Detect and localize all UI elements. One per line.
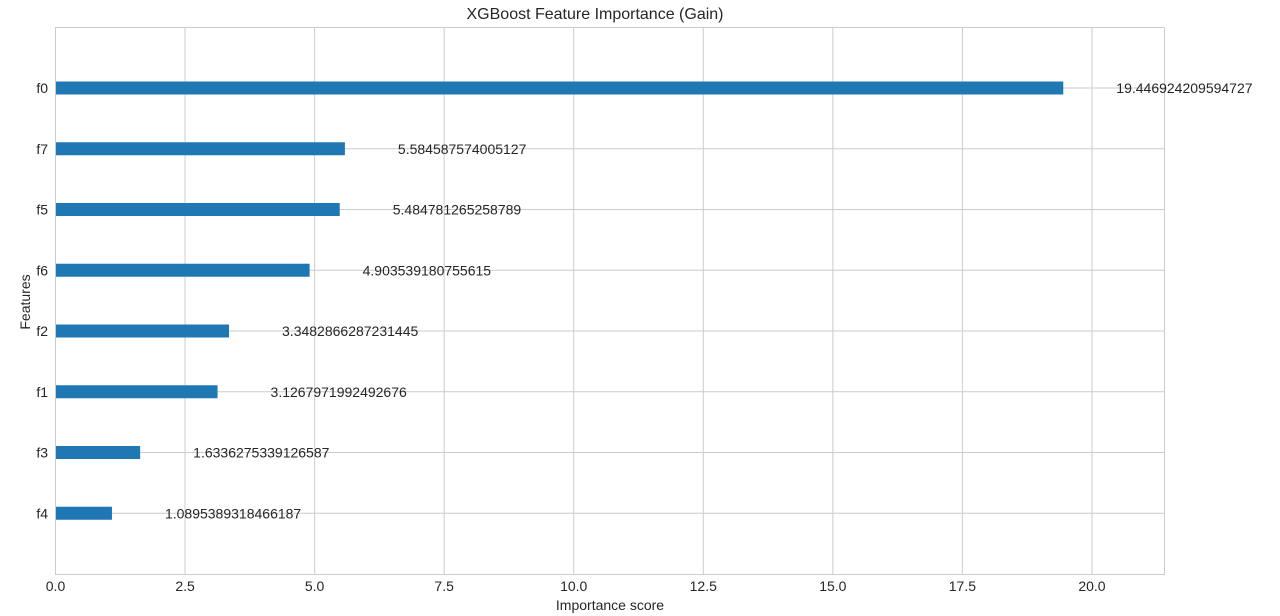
y-tick-label: f6 [36,262,48,278]
bar-f4 [55,506,112,520]
x-tick-label: 2.5 [175,578,195,594]
x-tick-label: 5.0 [305,578,325,594]
value-labels: 19.446924209594727 5.584587574005127 5.484… [165,80,1253,521]
y-tick-label: f0 [36,80,48,96]
value-label-f1: 3.1267971992492676 [271,384,407,400]
y-tick-label: f5 [36,202,48,218]
x-tick-label: 15.0 [819,578,846,594]
x-tick-labels: 0.0 2.5 5.0 7.5 10.0 12.5 15.0 17.5 20.0 [46,578,1106,594]
y-tick-label: f1 [36,384,48,400]
plot-frame [55,27,1165,575]
y-tick-label: f2 [36,323,48,339]
bar-f7 [55,142,345,156]
bar-f6 [55,263,310,277]
value-label-f7: 5.584587574005127 [398,141,527,157]
bar-f0 [55,81,1064,95]
y-tick-label: f4 [36,505,48,521]
y-tick-labels: f0 f7 f5 f6 f2 f1 f3 f4 [36,80,48,521]
bar-f5 [55,203,340,216]
bars [55,81,1064,520]
x-tick-label: 12.5 [690,578,717,594]
x-axis-label: Importance score [556,597,664,613]
value-label-f0: 19.446924209594727 [1116,80,1252,96]
x-tick-label: 10.0 [560,578,587,594]
value-label-f5: 5.484781265258789 [393,202,522,218]
x-tick-label: 20.0 [1078,578,1105,594]
y-tick-label: f7 [36,141,48,157]
bar-f3 [55,446,141,459]
grid-lines [55,27,1165,575]
y-axis-label: Features [17,274,33,329]
y-tick-label: f3 [36,445,48,461]
value-label-f6: 4.903539180755615 [363,262,492,278]
bar-f2 [55,324,230,338]
value-label-f4: 1.0895389318466187 [165,505,301,521]
bar-f1 [55,385,218,399]
x-tick-label: 17.5 [949,578,976,594]
value-label-f3: 1.6336275339126587 [193,445,329,461]
x-tick-label: 7.5 [434,578,454,594]
x-tick-label: 0.0 [46,578,66,594]
value-label-f2: 3.3482866287231445 [282,323,418,339]
chart-title: XGBoost Feature Importance (Gain) [467,6,724,23]
